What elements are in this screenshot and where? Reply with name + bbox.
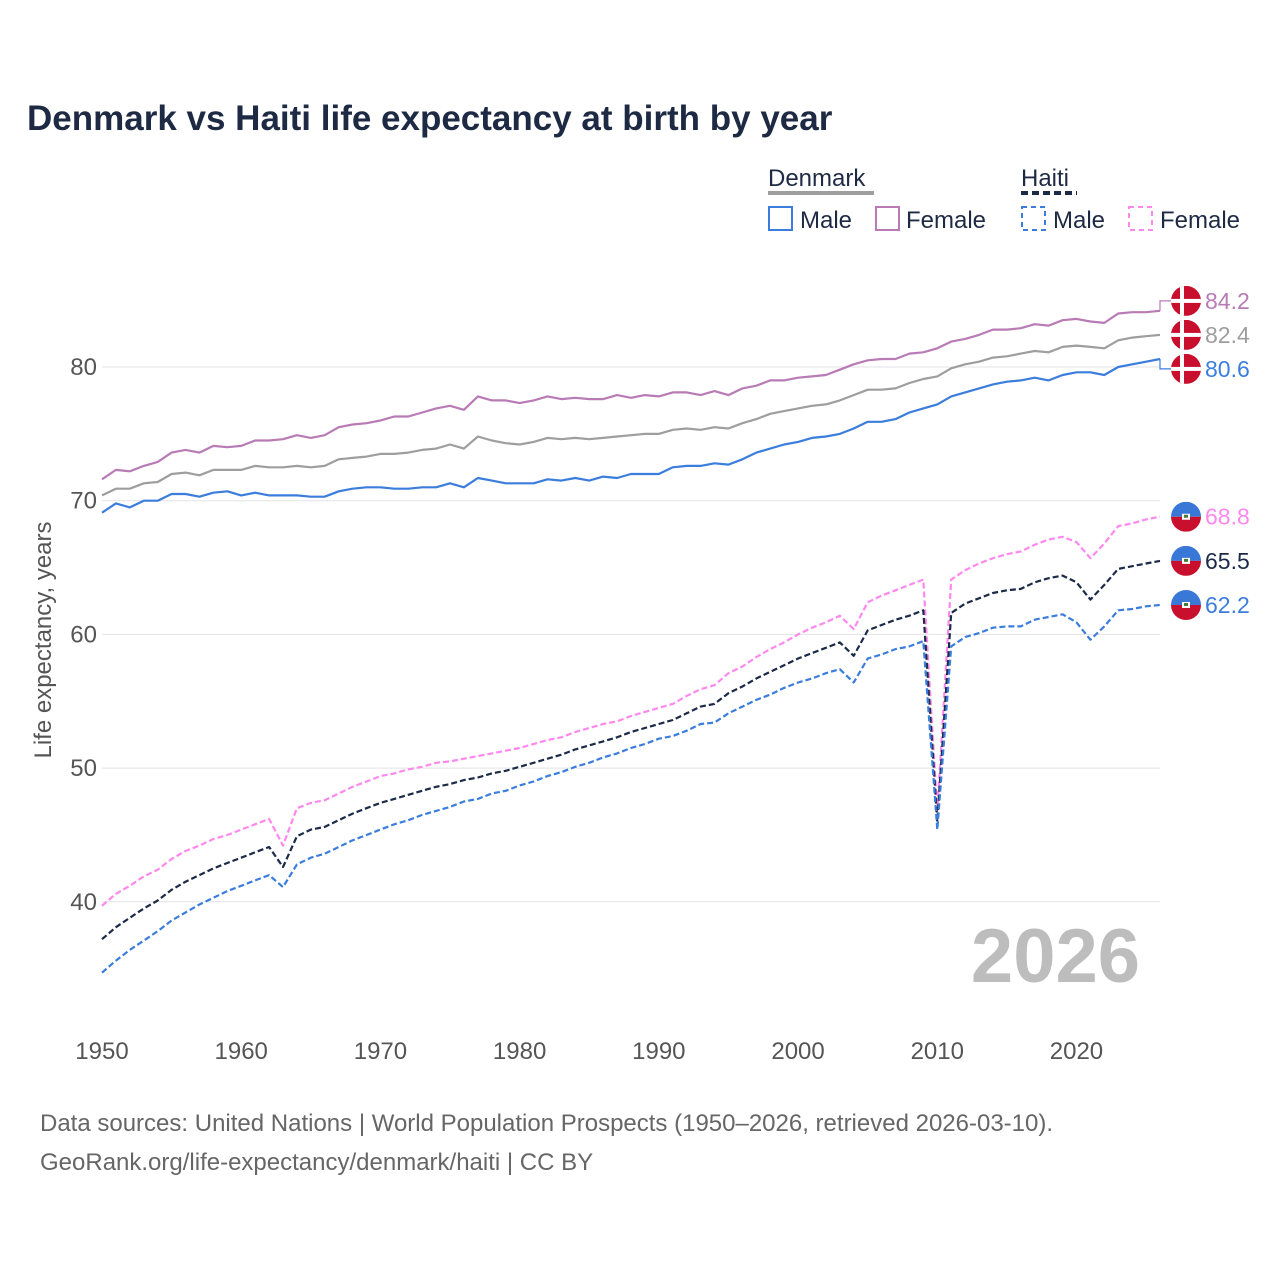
end-label-denmark-male: 80.6 — [1159, 353, 1250, 384]
label-connector — [1159, 358, 1172, 370]
end-value-label: 65.5 — [1205, 548, 1250, 574]
series-line-haiti-total — [101, 559, 1161, 941]
denmark-flag-icon — [1171, 319, 1201, 350]
y-tick-label: 50 — [70, 755, 97, 782]
end-value-label: 68.8 — [1205, 504, 1250, 530]
end-label-haiti-female: 68.8 — [1171, 501, 1250, 532]
x-tick-label: 2000 — [771, 1038, 824, 1065]
legend-denmark-male[interactable]: Male — [800, 207, 852, 234]
legend-group-denmark[interactable]: Denmark — [768, 165, 866, 192]
end-value-label: 82.4 — [1205, 322, 1250, 348]
end-label-haiti-total: 65.5 — [1171, 545, 1250, 576]
footer-link[interactable]: GeoRank.org/life-expectancy/denmark/hait… — [40, 1149, 593, 1176]
series-line-haiti-female — [101, 515, 1161, 907]
x-tick-label: 1970 — [354, 1038, 407, 1065]
y-tick-label: 70 — [70, 488, 97, 515]
denmark-flag-icon — [1171, 285, 1201, 316]
end-label-haiti-male: 62.2 — [1171, 589, 1250, 620]
legend: Denmark Male Female Haiti Male Female — [768, 165, 1240, 234]
denmark-flag-icon — [1171, 353, 1201, 384]
legend-denmark-female[interactable]: Female — [906, 207, 986, 234]
haiti-flag-icon — [1171, 545, 1201, 576]
legend-haiti-female[interactable]: Female — [1160, 207, 1240, 234]
legend-denmark-female-swatch — [875, 206, 900, 231]
footer-sources: Data sources: United Nations | World Pop… — [40, 1110, 1053, 1137]
legend-haiti-male[interactable]: Male — [1053, 207, 1105, 234]
legend-denmark-male-swatch — [768, 206, 793, 231]
series-line-denmark-total — [101, 333, 1161, 497]
x-tick-label: 1960 — [215, 1038, 268, 1065]
y-tick-label: 40 — [70, 889, 97, 916]
legend-haiti-male-swatch — [1021, 206, 1046, 231]
y-axis-label: Life expectancy, years — [30, 521, 57, 758]
haiti-flag-icon — [1171, 501, 1201, 532]
x-axis-ticks: 1950 1960 1970 1980 1990 2000 2010 2020 — [75, 1038, 1103, 1065]
end-label-denmark-female: 84.2 — [1159, 285, 1250, 316]
gridlines — [102, 366, 1160, 903]
end-labels: 84.2 82.4 80.6 68.8 65.5 62.2 — [1159, 285, 1250, 620]
end-value-label: 62.2 — [1205, 592, 1250, 618]
x-tick-label: 2020 — [1050, 1038, 1103, 1065]
y-tick-label: 60 — [70, 621, 97, 648]
x-tick-label: 1990 — [632, 1038, 685, 1065]
end-value-label: 84.2 — [1205, 288, 1250, 314]
chart-title: Denmark vs Haiti life expectancy at birt… — [27, 99, 833, 138]
series-lines — [101, 309, 1161, 974]
x-tick-label: 1980 — [493, 1038, 546, 1065]
legend-group-haiti[interactable]: Haiti — [1021, 165, 1069, 192]
x-tick-label: 2010 — [911, 1038, 964, 1065]
y-axis-ticks: 40 50 60 70 80 — [70, 354, 97, 916]
legend-haiti-female-swatch — [1128, 206, 1153, 231]
haiti-flag-icon — [1171, 589, 1201, 620]
end-value-label: 80.6 — [1205, 356, 1250, 382]
series-line-haiti-male — [101, 603, 1161, 974]
label-connector — [1159, 300, 1172, 311]
current-year-watermark: 2026 — [971, 914, 1140, 999]
x-tick-label: 1950 — [75, 1038, 128, 1065]
y-tick-label: 80 — [70, 354, 97, 381]
end-label-denmark-total: 82.4 — [1171, 319, 1250, 350]
series-line-denmark-male — [101, 357, 1161, 514]
series-line-denmark-female — [101, 309, 1161, 481]
